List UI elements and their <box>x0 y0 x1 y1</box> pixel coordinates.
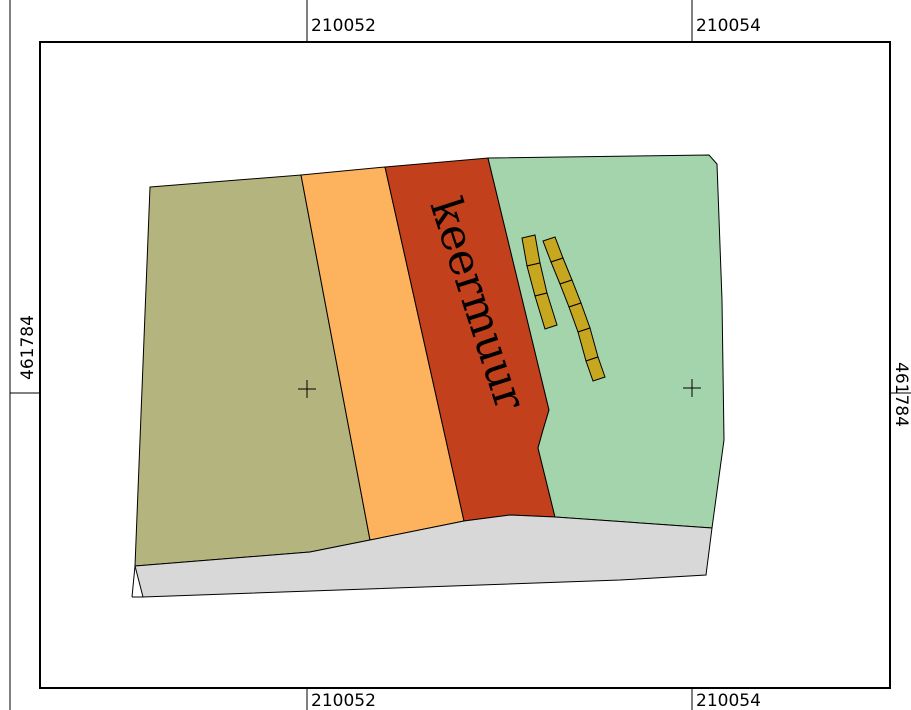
coord-x-top-left: 210052 <box>311 16 376 36</box>
map-frame <box>39 41 891 689</box>
crosshair-markers <box>298 379 701 398</box>
block <box>585 356 606 382</box>
block <box>534 292 558 330</box>
road-strip <box>134 514 713 598</box>
coord-y-left: 461784 <box>18 315 38 380</box>
coord-y-right: 461784 <box>891 362 911 427</box>
coord-x-top-right: 210054 <box>696 16 761 36</box>
parcel-boundary <box>131 565 136 598</box>
coord-x-bottom-right: 210054 <box>696 691 761 710</box>
grid-ticks <box>9 0 911 710</box>
coord-x-bottom-left: 210052 <box>311 691 376 710</box>
block-structures <box>521 234 606 382</box>
